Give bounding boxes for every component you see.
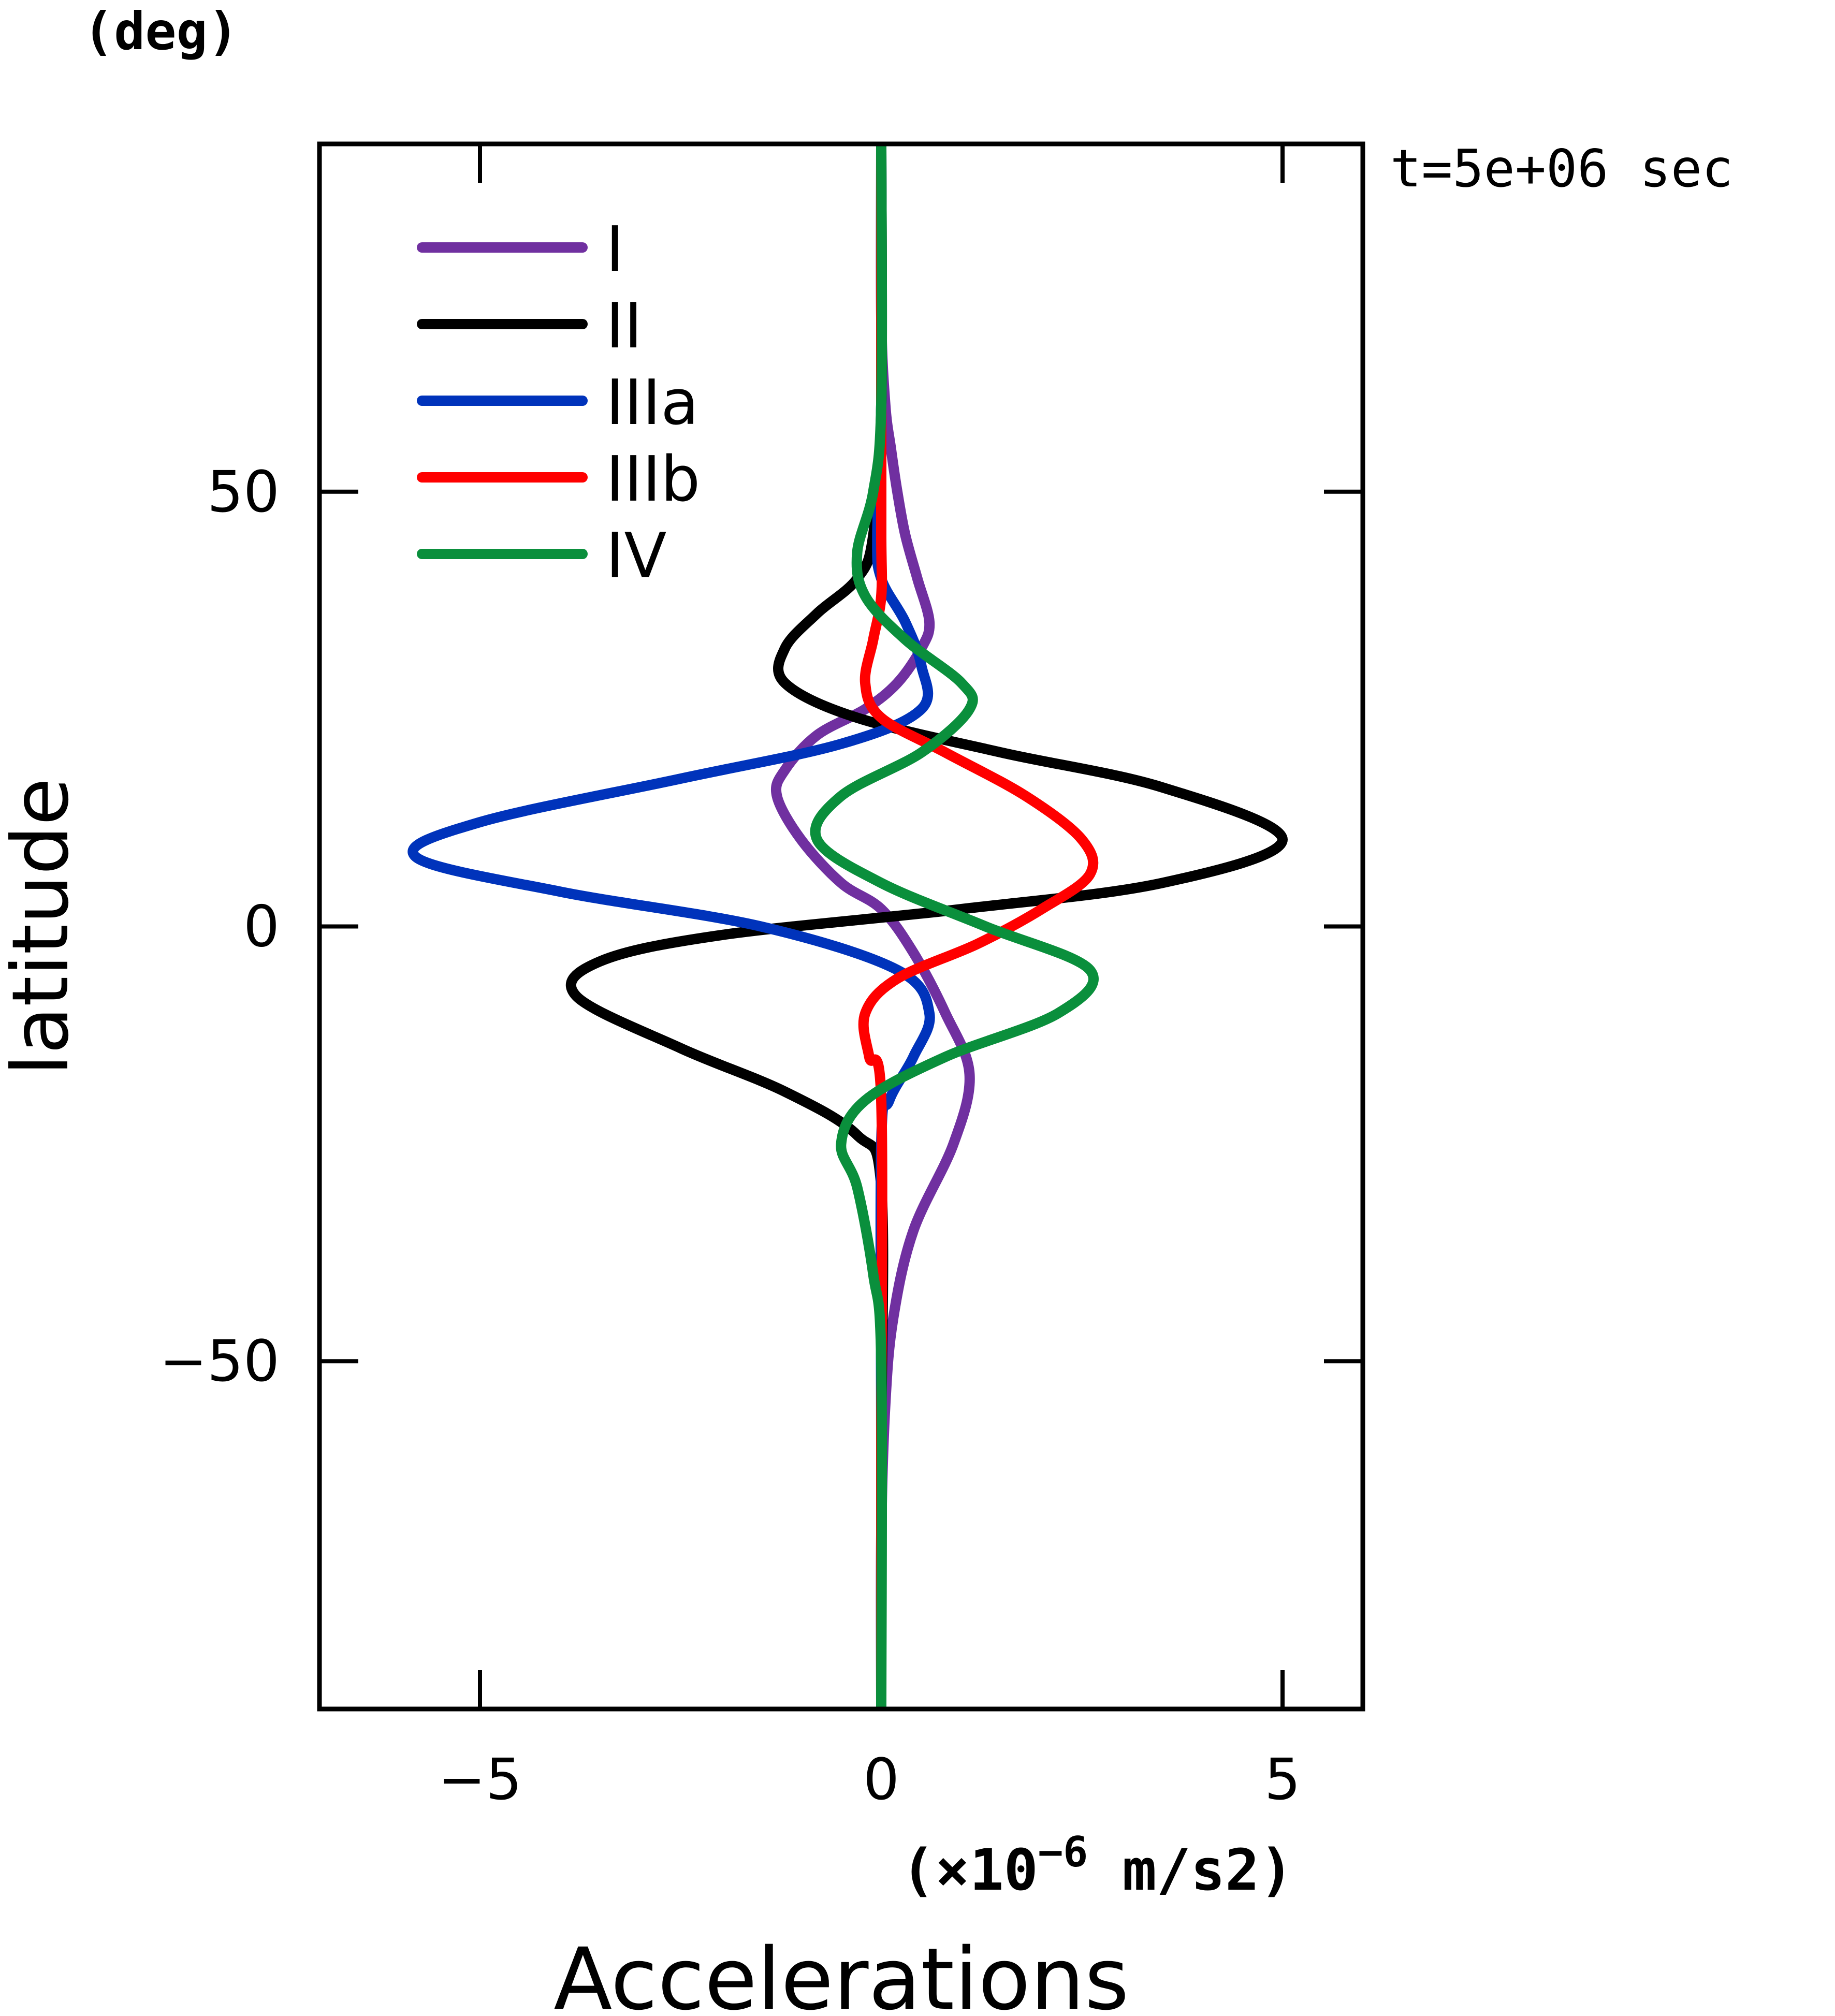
- y-tick-label-2: −50: [159, 1328, 280, 1394]
- x-tick-label-2: 5: [1264, 1746, 1301, 1813]
- series-line-IIIb: [858, 144, 1099, 1710]
- series-lines: [407, 143, 1288, 1710]
- x-axis-label: Accelerations: [554, 1930, 1129, 2016]
- series-line-I: [770, 143, 975, 1710]
- time-label: t=5e+06 sec: [1390, 138, 1733, 199]
- legend-label-IIIb: IIIb: [606, 444, 700, 516]
- y-axis-label: latitude: [0, 778, 86, 1075]
- x-unit-prefix: (×10: [901, 1837, 1038, 1903]
- y-tick-label-0: 50: [207, 459, 280, 525]
- legend-label-IV: IV: [606, 520, 666, 592]
- x-tick-label-1: 0: [863, 1746, 899, 1813]
- legend-label-I: I: [606, 214, 624, 286]
- x-unit-suffix: m/s2): [1088, 1837, 1293, 1903]
- legend-label-II: II: [606, 290, 643, 362]
- legend-label-IIIa: IIIa: [606, 367, 699, 439]
- plot-frame: [317, 141, 1365, 1712]
- y-unit-label: (deg): [83, 1, 239, 62]
- x-unit-exponent: −6: [1038, 1828, 1088, 1876]
- series-line-IV: [810, 143, 1099, 1710]
- series-line-II: [565, 143, 1288, 1710]
- y-tick-label-1: 0: [243, 894, 280, 960]
- x-tick-label-0: −5: [438, 1746, 522, 1813]
- x-unit-label: (×10−6 m/s2): [901, 1828, 1294, 1903]
